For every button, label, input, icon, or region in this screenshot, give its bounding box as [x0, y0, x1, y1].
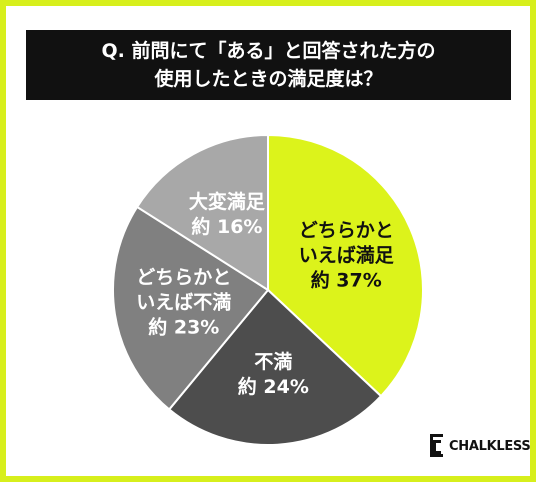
pie-slice [167, 288, 383, 446]
title-line: Q. 前問にて「ある」と回答された方の [101, 40, 436, 62]
category-label: どちらかといえば不満 [136, 266, 232, 314]
value-label: 約 23% [148, 316, 220, 339]
pie-slice [135, 133, 269, 292]
value-label: 約 24% [237, 376, 309, 399]
category-label: 不満 [254, 351, 293, 374]
brand: CHALKLESS [449, 439, 531, 454]
chart-title: Q. 前問にて「ある」と回答された方の 使用したときの満足度は？ [26, 30, 511, 100]
brand-icon [430, 434, 443, 457]
category-label: 大変満足 [188, 191, 265, 214]
value-label: 約 37% [310, 269, 382, 292]
title-line: 使用したときの満足度は？ [154, 68, 383, 90]
slice-label: どちらかといえば不満約 23% [129, 266, 239, 341]
slice-label: 大変満足約 16% [172, 190, 282, 240]
value-label: 約 16% [191, 216, 263, 239]
slice-label: 不満約 24% [218, 350, 328, 400]
slice-label: どちらかといえば満足約 37% [291, 219, 401, 294]
pie-slice [267, 133, 424, 398]
pie-slice [112, 205, 270, 411]
category-label: どちらかといえば満足 [298, 219, 394, 267]
